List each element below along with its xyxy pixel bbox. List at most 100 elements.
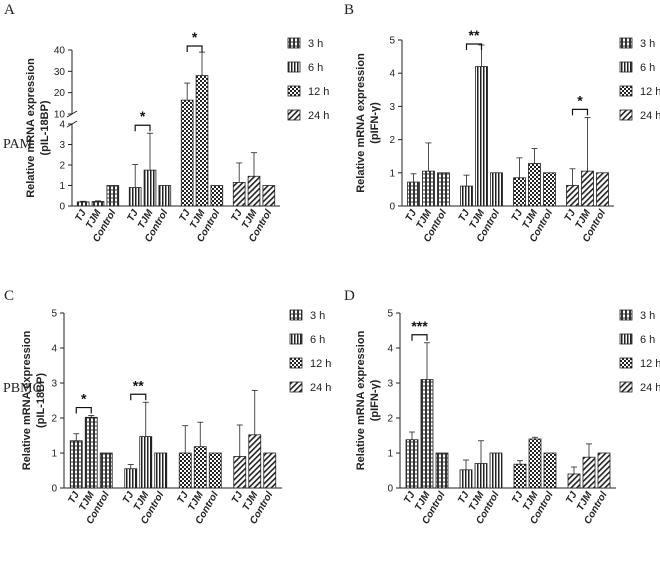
significance-bracket (134, 124, 151, 132)
bar (210, 185, 224, 207)
legend-label: 12 h (310, 358, 331, 370)
panel-letter-a: A (4, 2, 15, 18)
legend-swatch (289, 381, 303, 393)
bar (233, 456, 247, 489)
bar (195, 75, 209, 207)
significance-bracket (130, 393, 147, 401)
bar (91, 201, 105, 207)
panel-letter-c: C (4, 288, 14, 304)
bar (247, 175, 261, 207)
y-tick-label: 5 (389, 36, 395, 47)
bar (407, 181, 420, 207)
bar (435, 452, 449, 489)
y-tick-label: 1 (389, 168, 395, 179)
legend-swatch (619, 357, 633, 369)
x-tick-label: TJ (457, 208, 473, 224)
significance-label: * (140, 108, 146, 124)
legend-label: 6 h (640, 62, 655, 74)
significance-bracket (465, 43, 483, 50)
significance-label: ** (133, 377, 144, 393)
significance-label: * (577, 92, 583, 108)
y-tick-label: 0 (387, 484, 393, 495)
x-tick-label: TJ (125, 208, 141, 224)
x-tick-label: TJ (404, 208, 420, 224)
bar (582, 456, 596, 489)
y-tick-label: 4 (59, 120, 65, 131)
bar (437, 172, 450, 207)
y-tick-label: 30 (54, 67, 66, 78)
bar (158, 185, 172, 207)
x-tick-label: TJ (177, 208, 193, 224)
legend-label: 12 h (640, 358, 660, 370)
significance-label: * (192, 29, 198, 45)
bar (513, 463, 527, 489)
bar (475, 66, 488, 207)
bar (581, 170, 594, 207)
legend-swatch (287, 37, 301, 49)
row-label-bottom: PBMC (3, 381, 42, 396)
legend-label: 24 h (308, 110, 329, 122)
bar (124, 468, 138, 489)
y-axis-title: (pIL-18BP) (39, 100, 51, 155)
bar (180, 99, 194, 207)
legend-swatch (289, 357, 303, 369)
x-tick-label: TJ (456, 490, 472, 506)
bar (528, 163, 541, 207)
legend-label: 12 h (308, 86, 329, 98)
significance-bracket (571, 108, 589, 116)
bar (263, 452, 277, 489)
bar (460, 185, 473, 207)
legend-swatch (287, 109, 301, 121)
bar (513, 177, 526, 207)
legend-label: 3 h (310, 310, 325, 322)
legend-swatch (619, 61, 633, 73)
bar (422, 170, 435, 207)
legend-label: 24 h (640, 382, 660, 394)
legend-swatch (287, 61, 301, 73)
y-tick-label: 4 (387, 344, 393, 355)
legend-swatch (287, 85, 301, 97)
y-tick-label: 40 (54, 46, 66, 57)
legend-swatch (619, 37, 633, 49)
bar (154, 452, 168, 489)
bar (178, 452, 192, 489)
y-tick-label: 10 (54, 110, 66, 121)
bar (566, 185, 579, 207)
y-tick-label: 4 (51, 344, 57, 355)
significance-label: * (81, 391, 87, 407)
legend-label: 24 h (310, 382, 331, 394)
bar (76, 201, 90, 207)
x-tick-label: TJ (563, 208, 579, 224)
y-axis-title: (pIFN-γ) (369, 379, 381, 421)
x-tick-label: TJ (175, 490, 191, 506)
y-tick-label: 0 (389, 202, 395, 213)
bar (543, 172, 556, 207)
bar (106, 185, 120, 207)
y-tick-label: 2 (59, 161, 65, 172)
legend-swatch (289, 309, 303, 321)
y-tick-label: 3 (389, 102, 395, 113)
bar (459, 469, 473, 489)
y-tick-label: 2 (51, 414, 57, 425)
bar (567, 473, 581, 489)
significance-bracket (186, 45, 203, 52)
bar (420, 379, 434, 489)
row-label-top: PAM (3, 137, 33, 152)
bar (596, 172, 609, 207)
legend-swatch (619, 109, 633, 121)
legend-label: 24 h (640, 110, 660, 122)
y-tick-label: 2 (387, 414, 393, 425)
y-axis-title: (pIL-18BP) (35, 373, 47, 428)
bar (193, 446, 207, 489)
y-axis-title: Relative mRNA expression (355, 53, 367, 193)
legend-label: 3 h (640, 38, 655, 50)
bar (248, 434, 262, 489)
bar (489, 452, 503, 489)
y-tick-label: 20 (54, 88, 66, 99)
legend-label: 3 h (308, 38, 323, 50)
bar (69, 440, 83, 489)
panel-letter-d: D (344, 288, 355, 304)
bar (84, 416, 98, 489)
x-tick-label: TJ (229, 208, 245, 224)
